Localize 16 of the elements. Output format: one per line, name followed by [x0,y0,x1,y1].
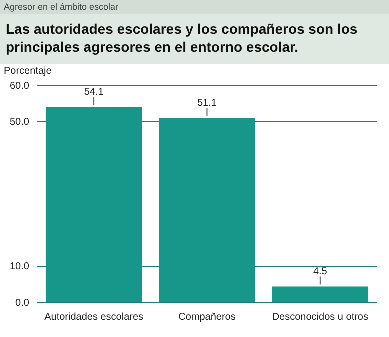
bar [272,286,369,302]
bar [46,107,142,302]
data-label: 51.1 [197,98,218,109]
chart-title: Las autoridades escolares y los compañeros son los principales agresores en el entorno escolar. [0,14,389,64]
y-tick-label: 60.0 [10,80,30,92]
data-label: 4.5 [313,266,328,278]
bar [159,118,256,302]
chart-subtitle: Agresor en el ámbito escolar [0,0,389,14]
y-tick-label: 50.0 [10,116,30,128]
y-axis-title: Porcentaje [4,66,52,77]
x-tick-label: Desconocidos u otros [272,312,368,323]
data-label: 54.1 [84,87,104,98]
x-tick-label: Autoridades escolares [44,312,144,323]
y-tick-label: 0.0 [16,298,30,309]
y-tick-label: 10.0 [10,262,30,273]
x-tick-label: Compañeros [178,312,236,323]
